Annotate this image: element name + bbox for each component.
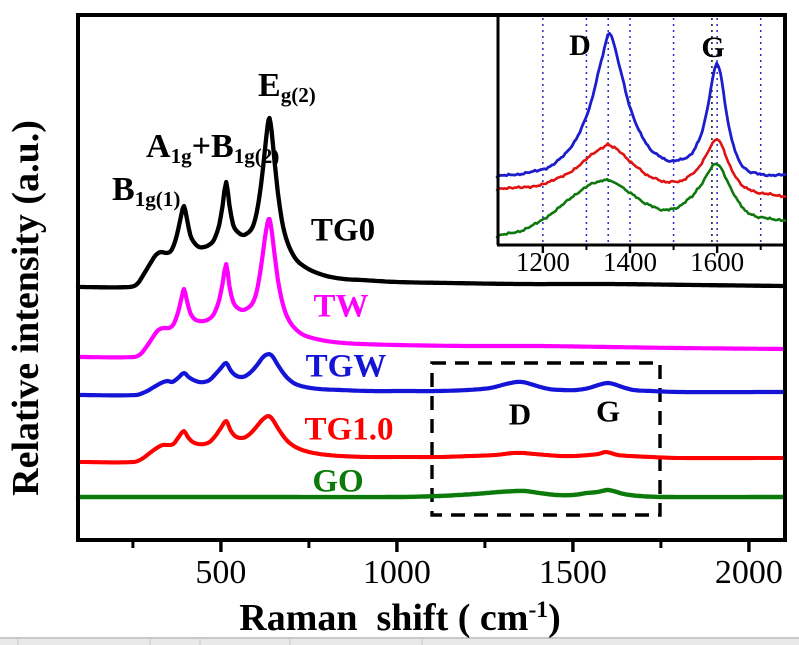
curve-tgw	[75, 351, 787, 398]
curve-tg0	[75, 115, 787, 290]
inset-curve-tgw-inset	[495, 32, 787, 179]
dg-region-dashed-box	[430, 361, 662, 517]
curve-go	[75, 487, 787, 500]
main-plot-frame	[76, 13, 787, 542]
curve-tg1.0	[75, 413, 787, 465]
inset-curve-go-inset	[495, 162, 787, 239]
curve-tw	[75, 216, 787, 360]
inset-curve-tg1.0-inset	[495, 138, 787, 199]
bottom-artifact-band	[0, 639, 799, 645]
